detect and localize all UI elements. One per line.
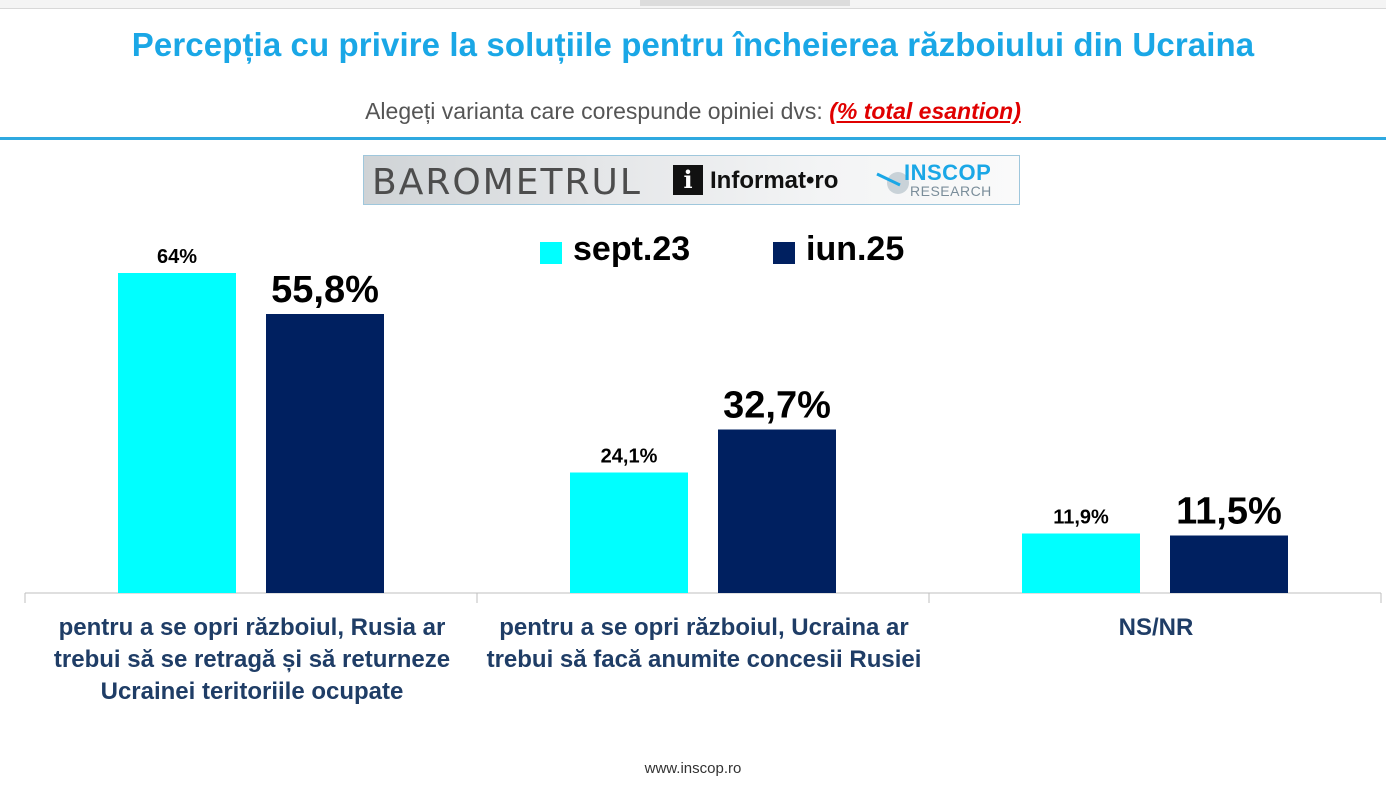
bar-iun25-3 [1170,535,1288,593]
subtitle-note: (% total esantion) [829,98,1021,124]
inscop-logo-text: INSCOP [904,160,992,185]
legend-label-sept23: sept.23 [573,230,691,268]
footer-url: www.inscop.ro [644,760,742,777]
page-title: Percepția cu privire la soluțiile pentru… [131,26,1255,63]
window-tab[interactable] [640,0,850,6]
barometer-logo-text: BAROMETRUL [372,162,642,203]
bar-sept23-1 [118,273,236,593]
data-label-sept23-1: 64% [157,246,197,268]
legend-label-iun25: iun.25 [806,230,905,268]
data-label-iun25-1: 55,8% [271,269,379,311]
bar-iun25-1 [266,314,384,593]
data-label-sept23-3: 11,9% [1053,507,1109,529]
informat-icon: i [673,165,703,195]
data-label-sept23-2: 24,1% [601,446,658,468]
category-label-1: pentru a se opri războiul, Rusia ar treb… [53,614,451,705]
data-label-iun25-2: 32,7% [723,385,831,427]
bar-iun25-2 [718,429,836,593]
header-divider [0,137,1386,140]
category-label-2: pentru a se opri războiul, Ucraina ar tr… [486,614,922,673]
bar-sept23-2 [570,472,688,593]
data-label-iun25-3: 11,5% [1176,491,1282,533]
barometer-logo: BAROMETRUL i Informat•ro INSCOP RESEARCH [363,155,1020,205]
legend-swatch-iun25 [773,242,795,264]
informat-logo-text: Informat•ro [710,167,839,194]
subtitle-text: Alegeți varianta care corespunde opiniei… [365,98,823,124]
window-top-bar [0,0,1386,9]
page-subtitle: Alegeți varianta care corespunde opiniei… [0,98,1386,125]
category-label-3: NS/NR [1118,614,1194,641]
inscop-swoosh-icon [876,172,909,194]
inscop-research-text: RESEARCH [910,183,992,199]
legend-swatch-sept23 [540,242,562,264]
bar-sept23-3 [1022,533,1140,593]
